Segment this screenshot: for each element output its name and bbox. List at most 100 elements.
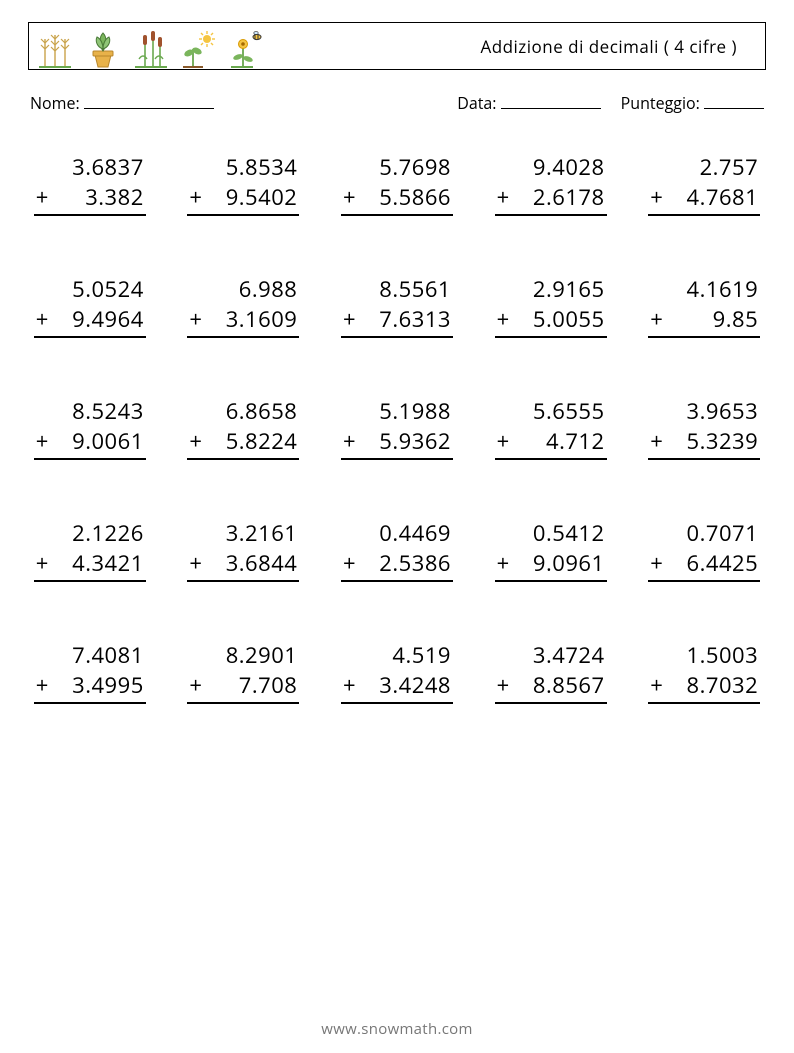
addend-bottom-row: +9.85 xyxy=(648,304,760,338)
problem-cell: 4.519+3.4248 xyxy=(341,640,453,704)
problem-cell: 3.4724+8.8567 xyxy=(495,640,607,704)
addend-bottom-row: +6.4425 xyxy=(648,548,760,582)
addend-bottom: 5.3239 xyxy=(664,426,758,456)
addend-bottom: 2.6178 xyxy=(511,182,605,212)
addend-bottom-row: +5.5866 xyxy=(341,182,453,216)
operator: + xyxy=(650,670,664,700)
addend-bottom: 3.4248 xyxy=(357,670,451,700)
operator: + xyxy=(497,670,511,700)
operator: + xyxy=(497,426,511,456)
sun-sprout-icon xyxy=(181,29,217,69)
addend-bottom-row: +5.8224 xyxy=(187,426,299,460)
operator: + xyxy=(189,426,203,456)
addend-top: 6.988 xyxy=(187,274,299,304)
addend-bottom: 3.4995 xyxy=(50,670,144,700)
addend-bottom-row: +4.3421 xyxy=(34,548,146,582)
operator: + xyxy=(36,548,50,578)
addend-top: 5.6555 xyxy=(495,396,607,426)
addend-bottom-row: +9.0061 xyxy=(34,426,146,460)
problem-cell: 9.4028+2.6178 xyxy=(495,152,607,216)
meta-row: Nome: Data: Punteggio: xyxy=(28,92,766,114)
name-blank[interactable] xyxy=(84,92,214,109)
date-label: Data: xyxy=(457,92,496,114)
problem-cell: 1.5003+8.7032 xyxy=(648,640,760,704)
addend-top: 0.7071 xyxy=(648,518,760,548)
score-label: Punteggio: xyxy=(621,92,700,114)
addend-bottom-row: +3.4248 xyxy=(341,670,453,704)
operator: + xyxy=(343,304,357,334)
problem-cell: 3.6837+3.382 xyxy=(34,152,146,216)
operator: + xyxy=(650,548,664,578)
addend-top: 2.9165 xyxy=(495,274,607,304)
problem-cell: 5.7698+5.5866 xyxy=(341,152,453,216)
operator: + xyxy=(36,670,50,700)
problem-cell: 5.8534+9.5402 xyxy=(187,152,299,216)
addend-bottom-row: +7.708 xyxy=(187,670,299,704)
addend-bottom: 8.8567 xyxy=(511,670,605,700)
addend-top: 2.1226 xyxy=(34,518,146,548)
problem-cell: 8.2901+7.708 xyxy=(187,640,299,704)
addend-bottom-row: +3.382 xyxy=(34,182,146,216)
addend-top: 5.7698 xyxy=(341,152,453,182)
addend-bottom: 7.708 xyxy=(203,670,297,700)
footer-text: www.snowmath.com xyxy=(0,1019,794,1039)
operator: + xyxy=(343,182,357,212)
date-blank[interactable] xyxy=(501,92,601,109)
operator: + xyxy=(189,548,203,578)
addend-bottom: 9.0961 xyxy=(511,548,605,578)
addend-top: 8.2901 xyxy=(187,640,299,670)
problem-cell: 8.5561+7.6313 xyxy=(341,274,453,338)
addend-bottom: 7.6313 xyxy=(357,304,451,334)
operator: + xyxy=(650,304,664,334)
name-label: Nome: xyxy=(30,92,80,114)
addend-bottom-row: +2.5386 xyxy=(341,548,453,582)
addend-bottom: 5.8224 xyxy=(203,426,297,456)
wheat-icon xyxy=(37,29,73,69)
operator: + xyxy=(36,304,50,334)
addend-top: 5.1988 xyxy=(341,396,453,426)
addend-bottom-row: +8.7032 xyxy=(648,670,760,704)
addend-bottom: 4.7681 xyxy=(664,182,758,212)
addend-bottom-row: +9.5402 xyxy=(187,182,299,216)
operator: + xyxy=(36,426,50,456)
problem-cell: 6.8658+5.8224 xyxy=(187,396,299,460)
problem-cell: 4.1619+9.85 xyxy=(648,274,760,338)
addend-bottom-row: +4.7681 xyxy=(648,182,760,216)
addend-top: 4.519 xyxy=(341,640,453,670)
addend-bottom: 9.85 xyxy=(664,304,758,334)
addend-bottom: 9.4964 xyxy=(50,304,144,334)
addend-bottom: 3.382 xyxy=(50,182,144,212)
addend-bottom-row: +5.3239 xyxy=(648,426,760,460)
score-blank[interactable] xyxy=(704,92,764,109)
addend-bottom: 4.3421 xyxy=(50,548,144,578)
operator: + xyxy=(189,670,203,700)
operator: + xyxy=(343,670,357,700)
problem-cell: 6.988+3.1609 xyxy=(187,274,299,338)
problem-cell: 3.2161+3.6844 xyxy=(187,518,299,582)
pot-plant-icon xyxy=(85,29,121,69)
problem-cell: 5.6555+4.712 xyxy=(495,396,607,460)
problem-cell: 0.7071+6.4425 xyxy=(648,518,760,582)
addend-bottom: 3.1609 xyxy=(203,304,297,334)
cattail-icon xyxy=(133,29,169,69)
addend-top: 8.5243 xyxy=(34,396,146,426)
addend-top: 0.5412 xyxy=(495,518,607,548)
worksheet-title: Addizione di decimali ( 4 cifre ) xyxy=(480,35,751,58)
addend-bottom-row: +3.6844 xyxy=(187,548,299,582)
operator: + xyxy=(36,182,50,212)
problem-cell: 5.1988+5.9362 xyxy=(341,396,453,460)
operator: + xyxy=(189,182,203,212)
addend-bottom-row: +7.6313 xyxy=(341,304,453,338)
addend-bottom-row: +5.0055 xyxy=(495,304,607,338)
addend-top: 3.6837 xyxy=(34,152,146,182)
addend-top: 4.1619 xyxy=(648,274,760,304)
operator: + xyxy=(497,548,511,578)
operator: + xyxy=(497,304,511,334)
addend-bottom: 4.712 xyxy=(511,426,605,456)
bee-flower-icon xyxy=(229,29,265,69)
addend-bottom: 9.5402 xyxy=(203,182,297,212)
addend-top: 5.0524 xyxy=(34,274,146,304)
addend-bottom-row: +3.1609 xyxy=(187,304,299,338)
problems-grid: 3.6837+3.3825.8534+9.54025.7698+5.58669.… xyxy=(28,152,766,704)
problem-cell: 2.757+4.7681 xyxy=(648,152,760,216)
